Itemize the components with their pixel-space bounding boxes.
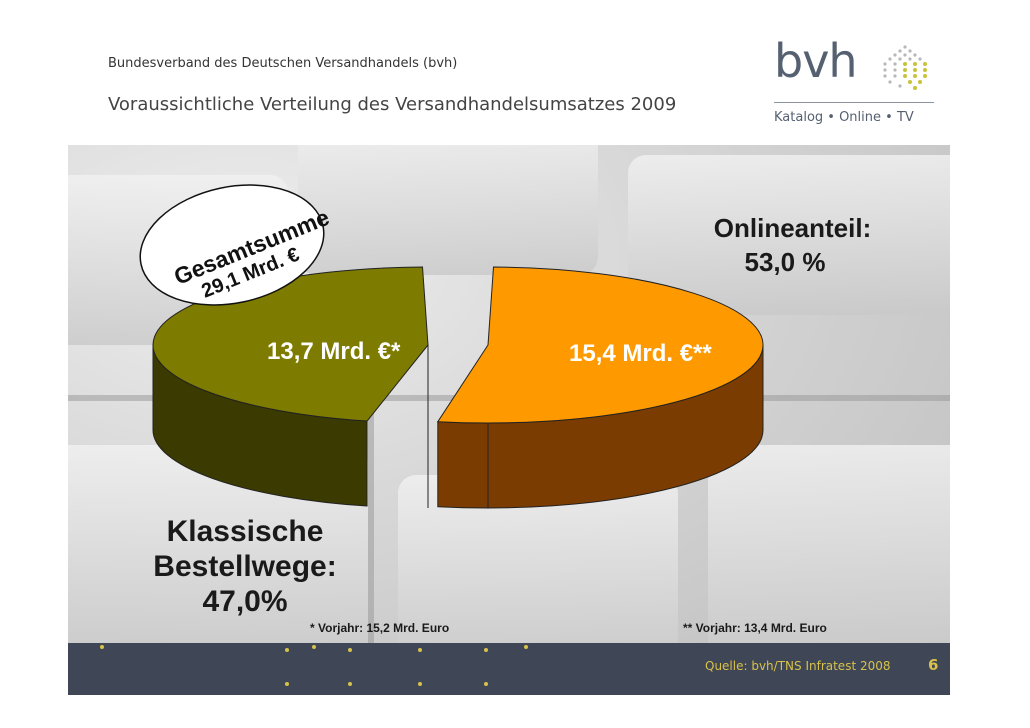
- logo-dot-pattern-icon: [883, 45, 927, 90]
- decor-dot: [100, 645, 104, 649]
- decor-dot: [484, 682, 488, 686]
- slice-value-label-classic: 13,7 Mrd. €*: [267, 338, 401, 365]
- decor-dot: [484, 648, 488, 652]
- pie-slice-online: [436, 266, 764, 509]
- decor-dot: [285, 648, 289, 652]
- classic-label-line1: Klassische: [166, 515, 324, 548]
- bvh-logo: bvh Katalog • Online • TV: [774, 34, 954, 140]
- classic-label-line3: 47,0%: [202, 585, 288, 618]
- decor-dot: [418, 648, 422, 652]
- pie-slice-top: [436, 266, 764, 424]
- online-share-label: Onlineanteil:: [713, 213, 872, 243]
- logo-wordmark: bvh: [774, 34, 858, 88]
- slide-title: Voraussichtliche Verteilung des Versandh…: [108, 94, 677, 115]
- logo-tagline: Katalog • Online • TV: [774, 110, 914, 125]
- footnote-previous-year-online: ** Vorjahr: 13,4 Mrd. Euro: [683, 621, 827, 635]
- pie-chart: [152, 266, 764, 509]
- decor-dot: [348, 648, 352, 652]
- organization-name: Bundesverband des Deutschen Versandhande…: [108, 56, 458, 71]
- decor-dot: [348, 682, 352, 686]
- classic-label-line2: Bestellwege:: [153, 550, 337, 583]
- footnote-previous-year-classic: * Vorjahr: 15,2 Mrd. Euro: [310, 621, 450, 635]
- source-note: Quelle: bvh/TNS Infratest 2008: [705, 659, 891, 673]
- slice-value-label-online: 15,4 Mrd. €**: [569, 340, 712, 367]
- page-number: 6: [928, 656, 939, 674]
- classic-share-label: Klassische Bestellwege: 47,0%: [150, 514, 340, 619]
- decor-dot: [418, 682, 422, 686]
- online-share-percent: 53,0 %: [744, 247, 826, 277]
- decor-dot: [524, 645, 528, 649]
- footer-bar: [68, 643, 950, 695]
- logo-divider: [774, 102, 934, 103]
- total-sum-seal: Gesamtsumme 29,1 Mrd. €: [139, 184, 330, 306]
- decor-dot: [312, 645, 316, 649]
- decor-dot: [285, 682, 289, 686]
